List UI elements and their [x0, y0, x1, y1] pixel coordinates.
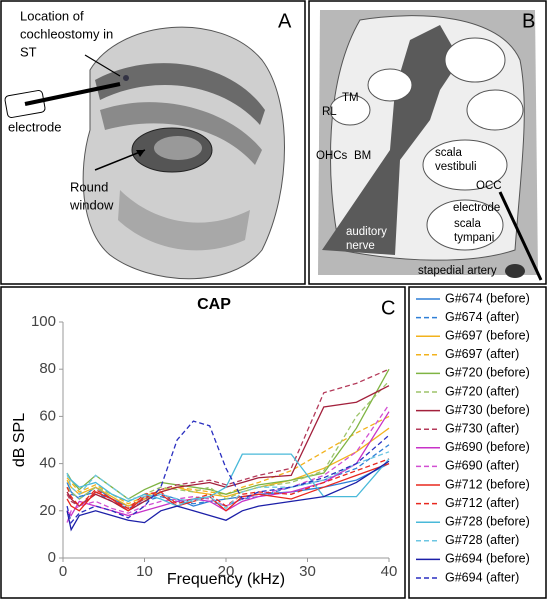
legend-frame	[408, 286, 547, 599]
x-tick-label: 10	[136, 563, 153, 580]
legend-label: G#674 (after)	[445, 310, 519, 324]
annotation: cochleostomy in	[20, 26, 113, 41]
annotation: RL	[322, 106, 337, 118]
cochlea-diagram	[318, 10, 543, 281]
annotation: OCC	[476, 180, 502, 192]
panel-label: A	[278, 10, 292, 32]
legend-label: G#697 (after)	[445, 347, 519, 361]
chart-title: CAP	[197, 296, 231, 313]
annotation: vestibuli	[435, 161, 477, 173]
y-axis-label: dB SPL	[11, 413, 28, 467]
annotation: ST	[20, 44, 37, 59]
panel-label: B	[522, 10, 535, 32]
panel-label: C	[381, 297, 395, 319]
data-line	[66, 462, 390, 512]
data-line	[66, 420, 390, 524]
data-line	[66, 460, 390, 532]
annotation: BM	[354, 150, 371, 162]
annotation: nerve	[346, 240, 375, 252]
y-tick-label: 0	[48, 549, 56, 566]
annotation: scala	[435, 147, 462, 159]
legend-label: G#690 (before)	[445, 440, 530, 454]
data-line	[66, 380, 390, 503]
y-tick-label: 80	[39, 360, 56, 377]
y-tick-label: 100	[31, 313, 56, 330]
legend-label: G#720 (before)	[445, 366, 530, 380]
annotation: OHCs	[316, 150, 348, 162]
x-axis-label: Frequency (kHz)	[167, 571, 285, 588]
annotation: auditory	[346, 226, 387, 238]
legend-label: G#697 (before)	[445, 328, 530, 342]
legend-label: G#730 (before)	[445, 403, 530, 417]
legend-label: G#690 (after)	[445, 459, 519, 473]
legend-label: G#720 (after)	[445, 384, 519, 398]
annotation: Round	[70, 179, 108, 194]
data-line	[66, 385, 390, 512]
x-tick-label: 0	[59, 563, 67, 580]
legend-label: G#730 (after)	[445, 421, 519, 435]
cochlea-drawing	[4, 26, 285, 280]
y-tick-label: 40	[39, 455, 56, 472]
legend-label: G#694 (after)	[445, 570, 519, 584]
x-tick-label: 30	[299, 563, 316, 580]
annotation: Location of	[20, 8, 84, 23]
legend-label: G#674 (before)	[445, 291, 530, 305]
panel-c-frame	[0, 286, 406, 599]
annotation: tympani	[454, 232, 494, 244]
data-line	[66, 453, 390, 507]
data-line	[66, 415, 390, 505]
data-line	[66, 458, 390, 510]
y-tick-label: 60	[39, 407, 56, 424]
annotation: scala	[454, 218, 481, 230]
legend-label: G#694 (before)	[445, 552, 530, 566]
annotation: stapedial artery	[418, 265, 497, 277]
annotation: window	[69, 197, 114, 212]
legend-label: G#728 (before)	[445, 514, 530, 528]
legend-label: G#728 (after)	[445, 533, 519, 547]
x-tick-label: 20	[218, 563, 235, 580]
annotation: electrode	[453, 202, 500, 214]
legend-label: G#712 (before)	[445, 477, 530, 491]
x-tick-label: 40	[381, 563, 398, 580]
annotation: TM	[342, 92, 359, 104]
legend-label: G#712 (after)	[445, 496, 519, 510]
y-tick-label: 20	[39, 502, 56, 519]
annotation: electrode	[8, 119, 61, 134]
